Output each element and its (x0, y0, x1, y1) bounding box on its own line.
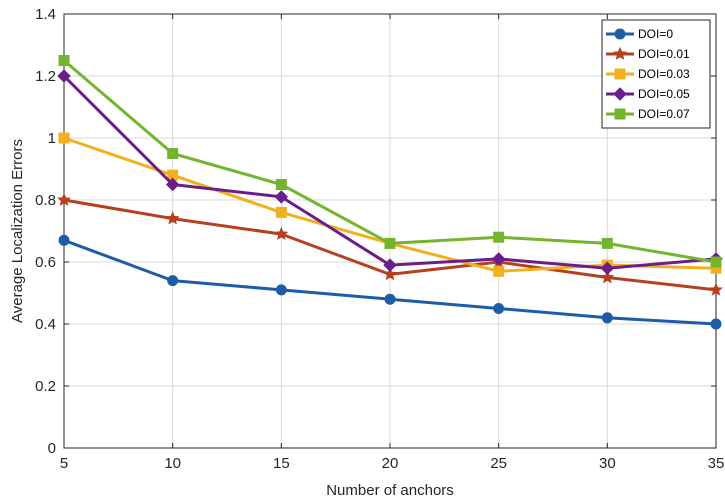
data-point (383, 267, 397, 281)
data-point (275, 206, 287, 218)
data-point (275, 284, 287, 296)
grid (63, 13, 717, 449)
x-tick-label: 15 (273, 455, 290, 472)
y-tick-label: 1.2 (35, 68, 56, 85)
data-point (493, 231, 505, 243)
legend-marker (613, 87, 627, 101)
x-tick-label: 20 (382, 455, 399, 472)
legend-item: DOI=0.05 (606, 87, 690, 101)
y-tick-label: 1.4 (35, 6, 56, 23)
y-tick-labels: 0 0.2 0.4 0.6 0.8 1 1.2 1.4 (35, 6, 56, 457)
data-point (710, 318, 722, 330)
data-point (601, 312, 613, 324)
series-0 (58, 234, 722, 330)
data-point (57, 69, 71, 83)
data-point (274, 226, 289, 241)
data-point (601, 237, 613, 249)
y-tick-label: 0 (48, 440, 56, 457)
legend: DOI=0 DOI=0.01 DOI=0.03 DOI=0.05 DOI=0.07 (601, 19, 711, 129)
data-point (57, 192, 71, 206)
data-point (600, 270, 615, 284)
data-point (167, 275, 179, 287)
data-point (167, 148, 179, 159)
legend-marker (614, 108, 626, 120)
y-tick-label: 0.4 (35, 316, 56, 333)
x-tick-label: 10 (164, 455, 181, 472)
series-3 (57, 69, 723, 275)
data-point (710, 256, 722, 268)
legend-item: DOI=0 (606, 27, 673, 41)
x-tick-label: 35 (708, 455, 725, 472)
legend-label: DOI=0.03 (638, 67, 690, 81)
legend-label: DOI=0.07 (638, 107, 690, 121)
data-point (493, 265, 505, 277)
series-4 (58, 55, 722, 268)
legend-label: DOI=0 (638, 27, 673, 41)
data-point (165, 211, 180, 225)
data-point (58, 234, 70, 246)
data-point (709, 282, 723, 296)
y-tick-label: 0.8 (35, 192, 56, 209)
y-tick-label: 0.2 (35, 378, 56, 395)
data-point (600, 261, 615, 275)
data-point (274, 190, 289, 204)
data-point (491, 252, 506, 266)
legend-label: DOI=0.05 (638, 87, 690, 101)
legend-item: DOI=0.01 (606, 46, 690, 61)
legend-marker (614, 28, 626, 40)
y-tick-label: 0.6 (35, 254, 56, 271)
data-point (493, 303, 505, 314)
data-point (384, 237, 396, 249)
legend-label: DOI=0.01 (638, 47, 690, 61)
data-point (58, 55, 70, 66)
data-point (275, 179, 287, 190)
legend-item: DOI=0.03 (606, 67, 690, 81)
data-point (384, 293, 396, 305)
legend-item: DOI=0.07 (606, 107, 690, 121)
x-tick-label: 5 (60, 455, 68, 472)
x-tick-label: 25 (490, 455, 507, 472)
y-tick-label: 1 (48, 130, 56, 147)
data-point (383, 258, 397, 272)
legend-marker (613, 46, 627, 60)
x-tick-label: 30 (599, 455, 616, 472)
y-axis-label: Average Localization Errors (9, 139, 26, 323)
x-axis-label: Number of anchors (326, 482, 454, 499)
data-point (58, 132, 70, 144)
legend-marker (614, 68, 626, 80)
series-group (57, 55, 723, 330)
data-point (165, 177, 180, 192)
x-tick-labels: 5 10 15 20 25 30 35 (60, 455, 725, 472)
series-1 (57, 192, 723, 296)
